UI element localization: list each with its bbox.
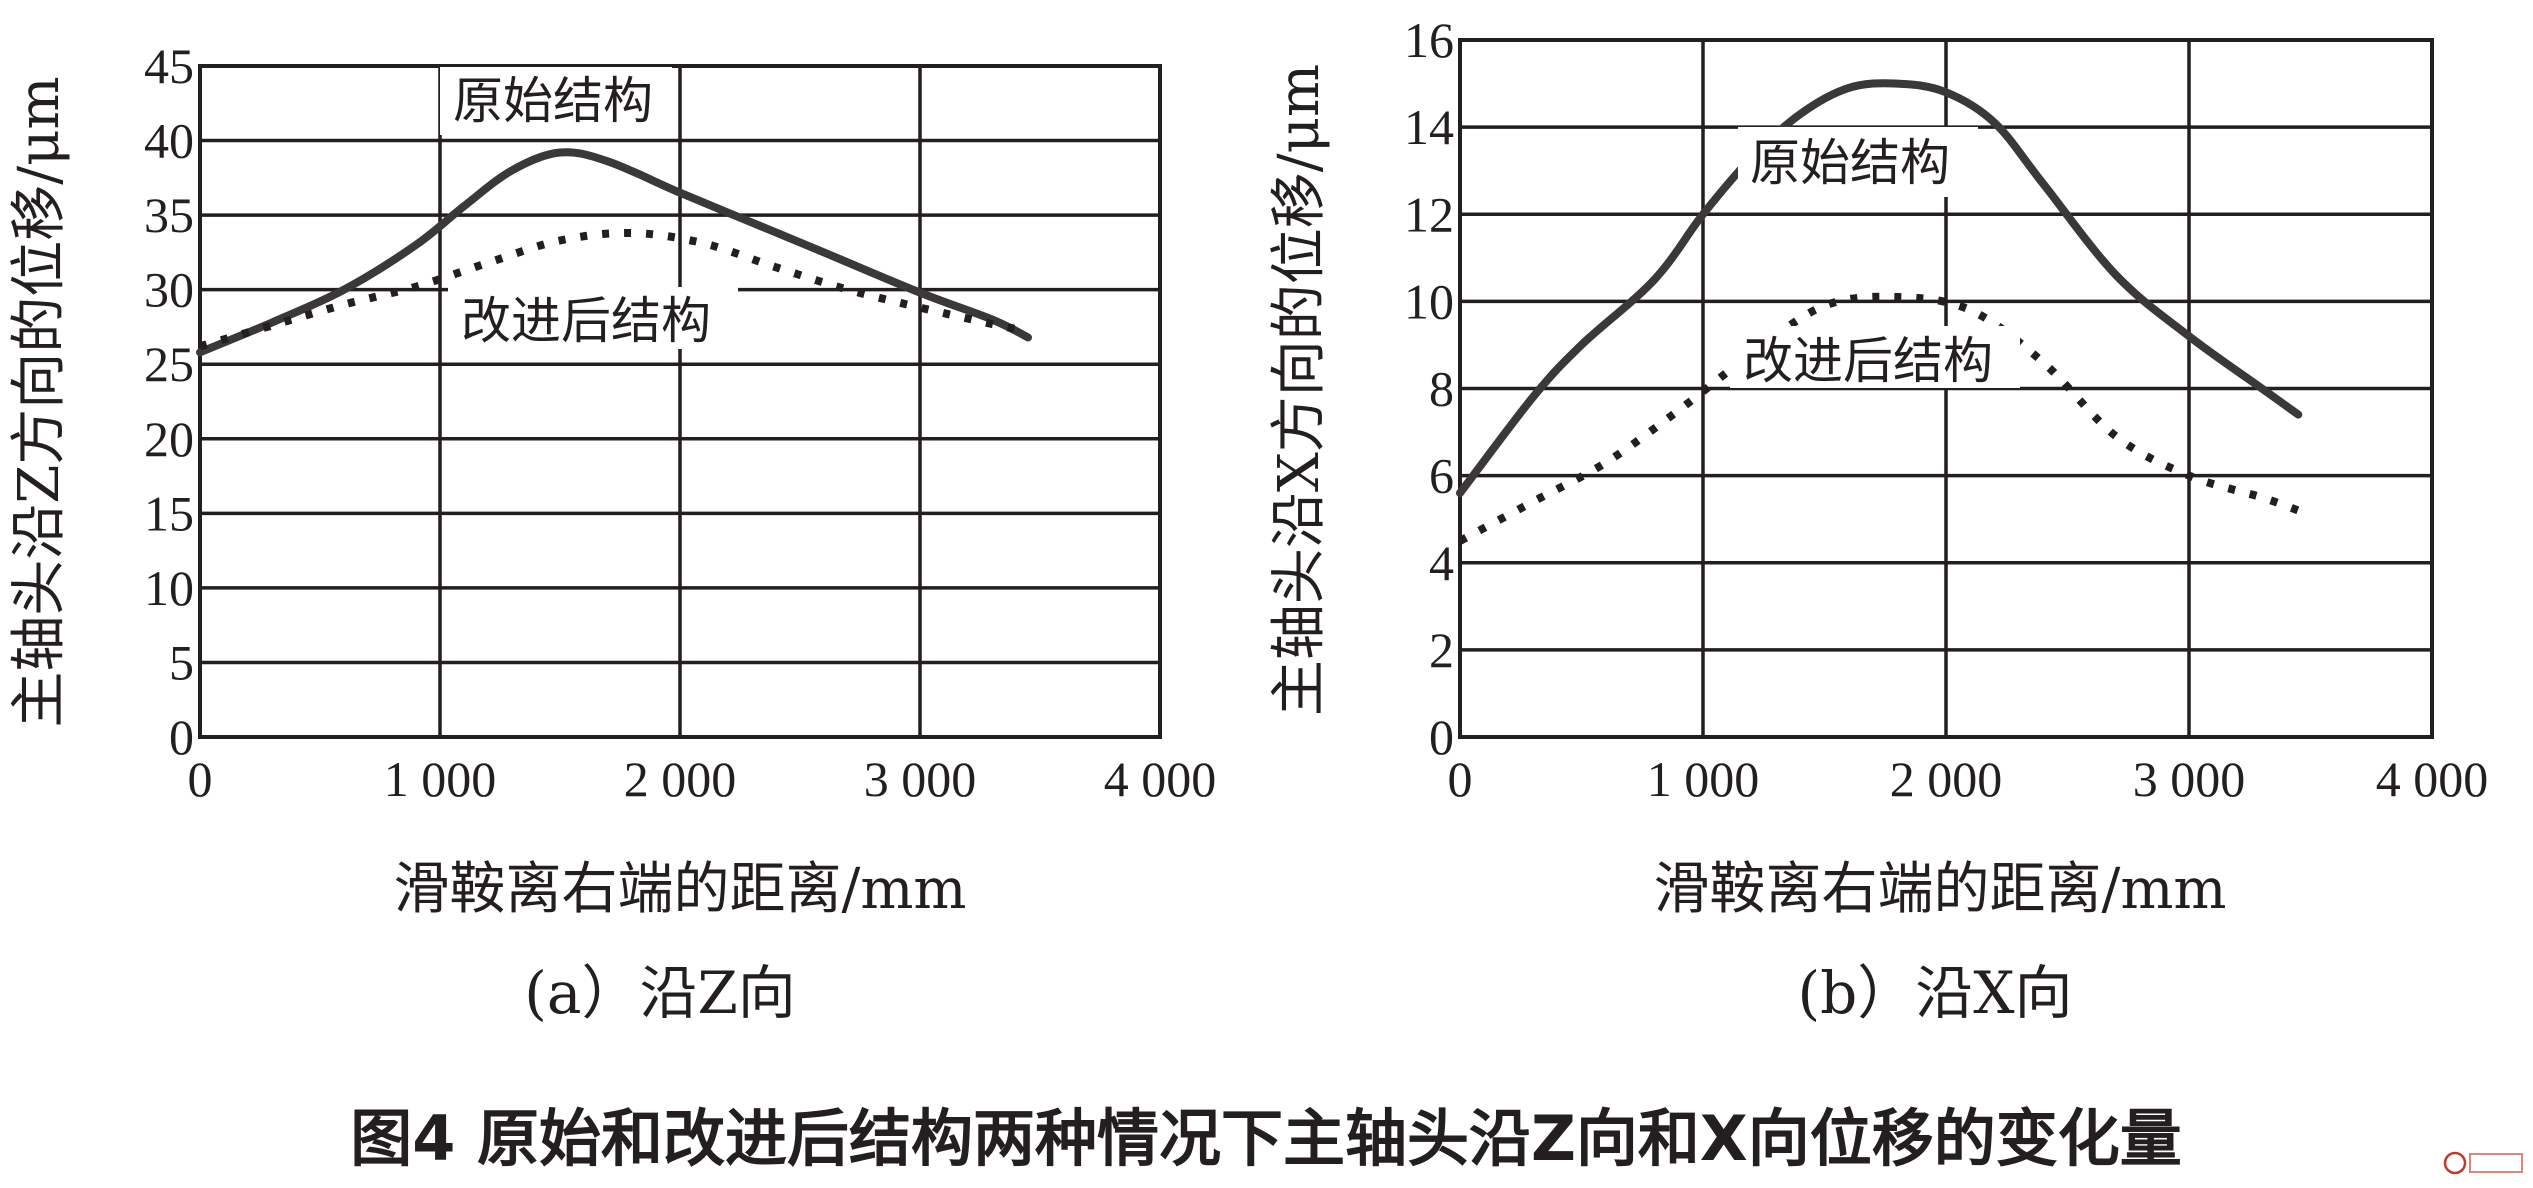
panel-a-series-label-improved: 改进后结构 [461, 292, 711, 350]
panel-a-x-tick-label: 3 000 [864, 751, 977, 807]
panel-b-y-tick-label: 10 [1404, 273, 1454, 329]
panel-a-y-tick-label: 25 [144, 336, 194, 392]
panel-b-caption: (b）沿X向 [1797, 959, 2072, 1027]
panel-a-y-tick-label: 0 [169, 709, 194, 765]
panel-b-series-line-original [1456, 79, 2303, 498]
panel-b-frame [1458, 38, 2434, 739]
panel-b-chart: 0 2 4 6 8 10 12 14 16 0 1 000 2 000 3 000 4 000 原始结构… [1267, 12, 2488, 1027]
panel-b-series-label-original: 原始结构 [1750, 134, 1950, 192]
panel-b-y-tick-label: 4 [1429, 535, 1454, 591]
panel-a-x-axis-title: 滑鞍离右端的距离/mm [393, 857, 966, 922]
panel-b-x-axis-title: 滑鞍离右端的距离/mm [1653, 857, 2226, 922]
panel-b-series-label-improved: 改进后结构 [1743, 332, 1993, 390]
panel-a-label-mask-2 [448, 287, 738, 349]
panel-b-y-tick-label: 6 [1429, 448, 1454, 504]
panel-a-series-label-original: 原始结构 [453, 72, 653, 130]
panel-a-series [196, 148, 1032, 357]
panel-a-caption: (a）沿Z向 [524, 959, 796, 1027]
panel-a-chart: 0 5 10 15 20 25 30 35 40 45 0 1 000 2 000 3 000 4 000… [7, 38, 1216, 1027]
panel-a-x-tick-label: 4 000 [1104, 751, 1217, 807]
panel-b-x-tick-label: 3 000 [2133, 751, 2246, 807]
panel-a-grid [198, 64, 1162, 739]
panel-a-y-tick-label: 5 [169, 634, 194, 690]
panel-a-x-tick-label: 1 000 [384, 751, 497, 807]
panel-b-x-tick-label: 0 [1448, 751, 1473, 807]
panel-a-x-tick-label: 2 000 [624, 751, 737, 807]
panel-a-y-tick-label: 35 [144, 187, 194, 243]
panel-a-y-tick-label: 15 [144, 485, 194, 541]
panel-a-x-tick-label: 0 [188, 751, 213, 807]
figure-title: 图4 原始和改进后结构两种情况下主轴头沿Z向和X向位移的变化量 [350, 1102, 2181, 1175]
panel-b-x-tick-label: 2 000 [1890, 751, 2003, 807]
panel-a-label-mask [440, 67, 672, 135]
panel-a-y-ticks: 0 5 10 15 20 25 30 35 40 45 [144, 38, 194, 765]
panel-b-y-tick-label: 2 [1429, 622, 1454, 678]
panel-a-y-tick-label: 10 [144, 560, 194, 616]
panel-b-y-tick-label: 14 [1404, 99, 1454, 155]
panel-b-y-ticks: 0 2 4 6 8 10 12 14 16 [1404, 12, 1454, 765]
panel-a-y-tick-label: 40 [144, 113, 194, 169]
panel-b-series-line-improved [1458, 292, 2300, 545]
panel-a-series-line-original [196, 148, 1032, 357]
panel-b-y-tick-label: 16 [1404, 12, 1454, 68]
panel-a-y-tick-label: 20 [144, 411, 194, 467]
panel-b-label-mask-2 [1730, 326, 2020, 388]
panel-b-x-tick-label: 1 000 [1647, 751, 1760, 807]
panel-a-x-ticks: 0 1 000 2 000 3 000 4 000 [188, 751, 1217, 807]
panel-b-y-axis-title: 主轴头沿X方向的位移/μm [1267, 64, 1332, 716]
panel-b-x-tick-label: 4 000 [2376, 751, 2489, 807]
panel-b-label-mask [1738, 127, 1978, 197]
panel-b-x-ticks: 0 1 000 2 000 3 000 4 000 [1448, 751, 2489, 807]
panel-b-series [1456, 79, 2303, 545]
panel-a-y-axis-title: 主轴头沿Z方向的位移/μm [7, 76, 72, 727]
panel-a-frame [198, 64, 1162, 739]
watermark-seal [2443, 1151, 2523, 1175]
panel-b-y-tick-label: 12 [1404, 186, 1454, 242]
panel-b-y-tick-label: 8 [1429, 361, 1454, 417]
panel-a-y-tick-label: 45 [144, 38, 194, 94]
panel-b-y-tick-label: 0 [1429, 709, 1454, 765]
panel-a-y-tick-label: 30 [144, 262, 194, 318]
